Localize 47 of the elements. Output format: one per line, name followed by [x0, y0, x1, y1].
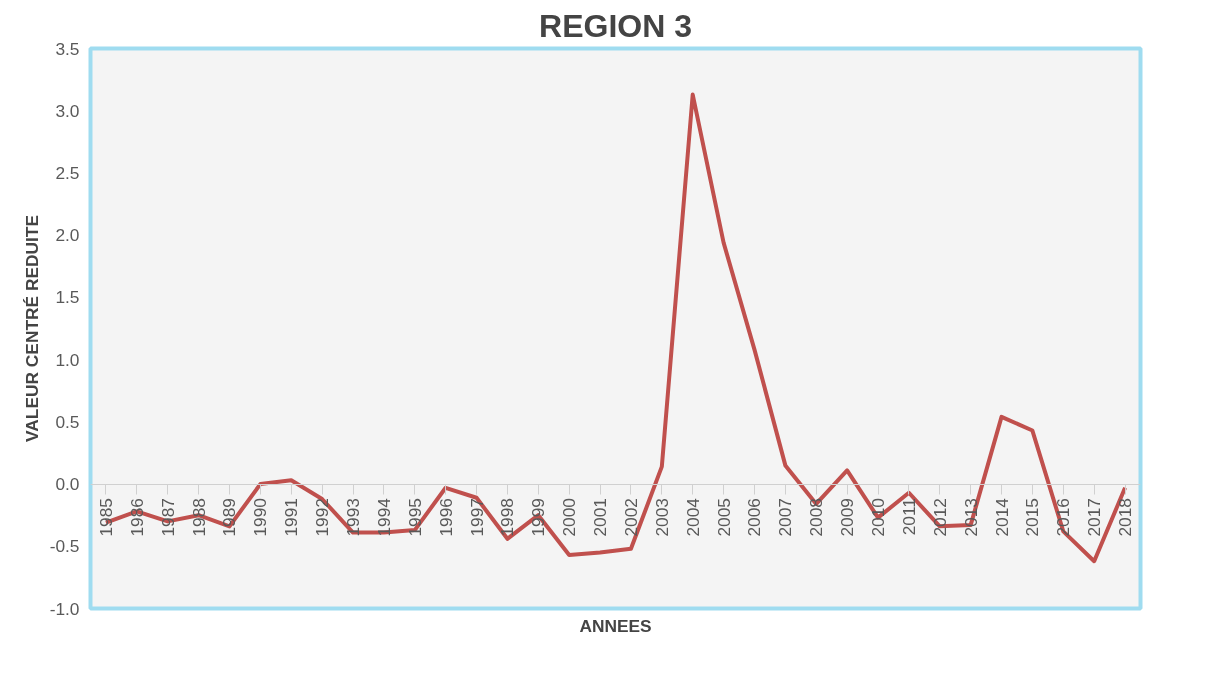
- x-tick-label: 1989: [219, 498, 240, 537]
- x-tick-label: 2016: [1053, 498, 1074, 537]
- y-tick-label: 3.0: [55, 100, 80, 121]
- x-tick-label: 1986: [126, 498, 147, 537]
- x-tick-label: 1998: [497, 498, 518, 537]
- y-tick-label: 2.0: [55, 225, 80, 246]
- x-tick-label: 1994: [373, 497, 394, 537]
- y-tick-label: 0.5: [55, 411, 80, 432]
- y-tick-label: 0.0: [55, 474, 80, 495]
- x-tick-label: 2010: [868, 498, 888, 537]
- x-tick-label: 2008: [806, 498, 827, 537]
- x-tick-label: 2004: [682, 497, 703, 537]
- x-tick-label: 2001: [590, 498, 611, 537]
- x-tick-label: 2014: [991, 497, 1012, 537]
- x-tick-label: 1987: [157, 498, 178, 537]
- x-tick-label: 2018: [1115, 498, 1136, 537]
- x-tick-label: 1985: [95, 498, 116, 537]
- x-tick-label: 2017: [1084, 498, 1105, 537]
- x-tick-label: 2006: [744, 498, 765, 537]
- x-tick-label: 1993: [343, 498, 363, 537]
- chart-title: REGION 3: [539, 7, 692, 44]
- x-tick-label: 2013: [960, 498, 981, 537]
- x-tick-label: 2007: [775, 498, 796, 537]
- x-axis-title: ANNEES: [579, 615, 652, 636]
- y-axis-title: VALEUR CENTRÉ REDUITE: [21, 215, 42, 442]
- x-tick-label: 1992: [312, 498, 333, 537]
- x-tick-label: 2002: [620, 498, 641, 537]
- x-tick-label: 1995: [404, 498, 425, 537]
- x-tick-label: 1991: [281, 498, 302, 537]
- x-tick-label: 2011: [898, 498, 919, 536]
- x-tick-label: 2003: [651, 498, 672, 537]
- y-tick-label: 1.5: [55, 287, 80, 308]
- x-tick-label: 2009: [837, 498, 858, 537]
- x-tick-label: 1997: [466, 498, 487, 537]
- x-tick-label: 1999: [528, 498, 549, 537]
- x-tick-label: 1996: [435, 498, 456, 537]
- y-tick-label: 2.5: [55, 162, 80, 183]
- y-tick-label: 1.0: [55, 349, 80, 370]
- x-tick-label: 2000: [559, 498, 580, 537]
- x-tick-label: 1988: [188, 498, 209, 537]
- x-tick-label: 2012: [929, 498, 950, 537]
- y-tick-label: -0.5: [49, 536, 80, 557]
- y-tick-label: -1.0: [49, 598, 80, 619]
- x-tick-label: 1990: [250, 498, 271, 537]
- x-tick-label: 2005: [713, 498, 734, 537]
- x-tick-label: 2015: [1022, 498, 1043, 537]
- y-tick-label: 3.5: [55, 38, 80, 59]
